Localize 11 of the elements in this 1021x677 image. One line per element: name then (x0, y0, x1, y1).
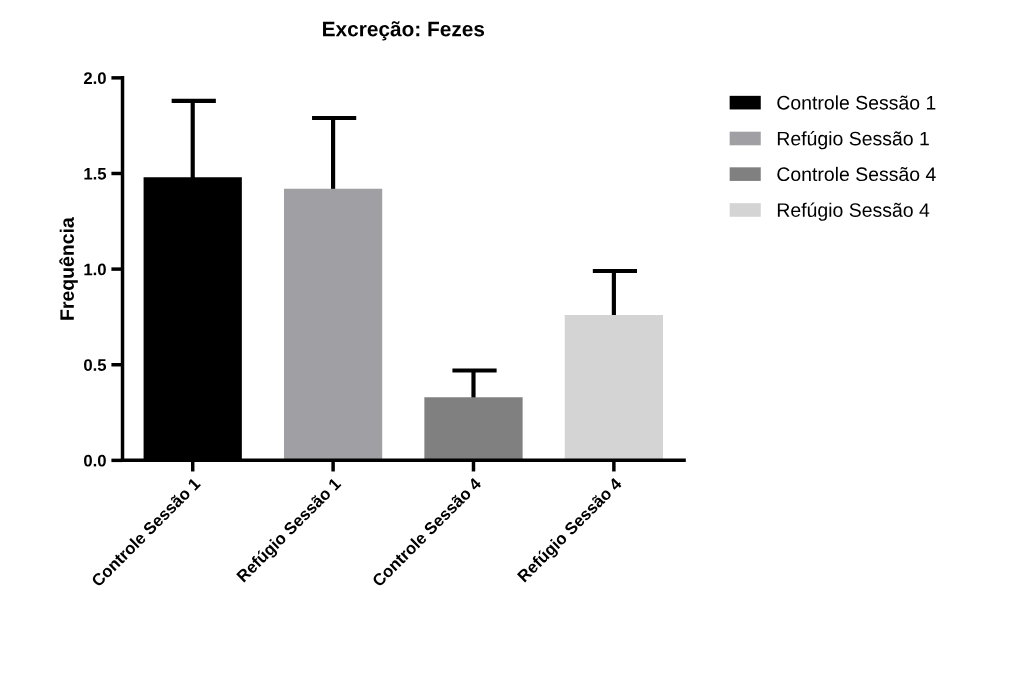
legend-label: Controle Sessão 1 (777, 95, 936, 110)
y-tick-label: 0.0 (84, 454, 106, 467)
legend-label: Controle Sessão 4 (777, 166, 936, 182)
legend-label: Refúgio Sessão 4 (777, 202, 930, 221)
y-tick-label: 1.5 (84, 168, 107, 180)
chart-title: Excreção: Fezes (323, 21, 485, 41)
y-axis-title: Frequência (59, 217, 78, 320)
y-tick-label: 0.5 (84, 359, 107, 371)
legend-label: Refúgio Sessão 1 (777, 130, 929, 150)
y-tick-label: 2.0 (83, 72, 106, 85)
y-tick-label: 1.0 (84, 263, 106, 276)
